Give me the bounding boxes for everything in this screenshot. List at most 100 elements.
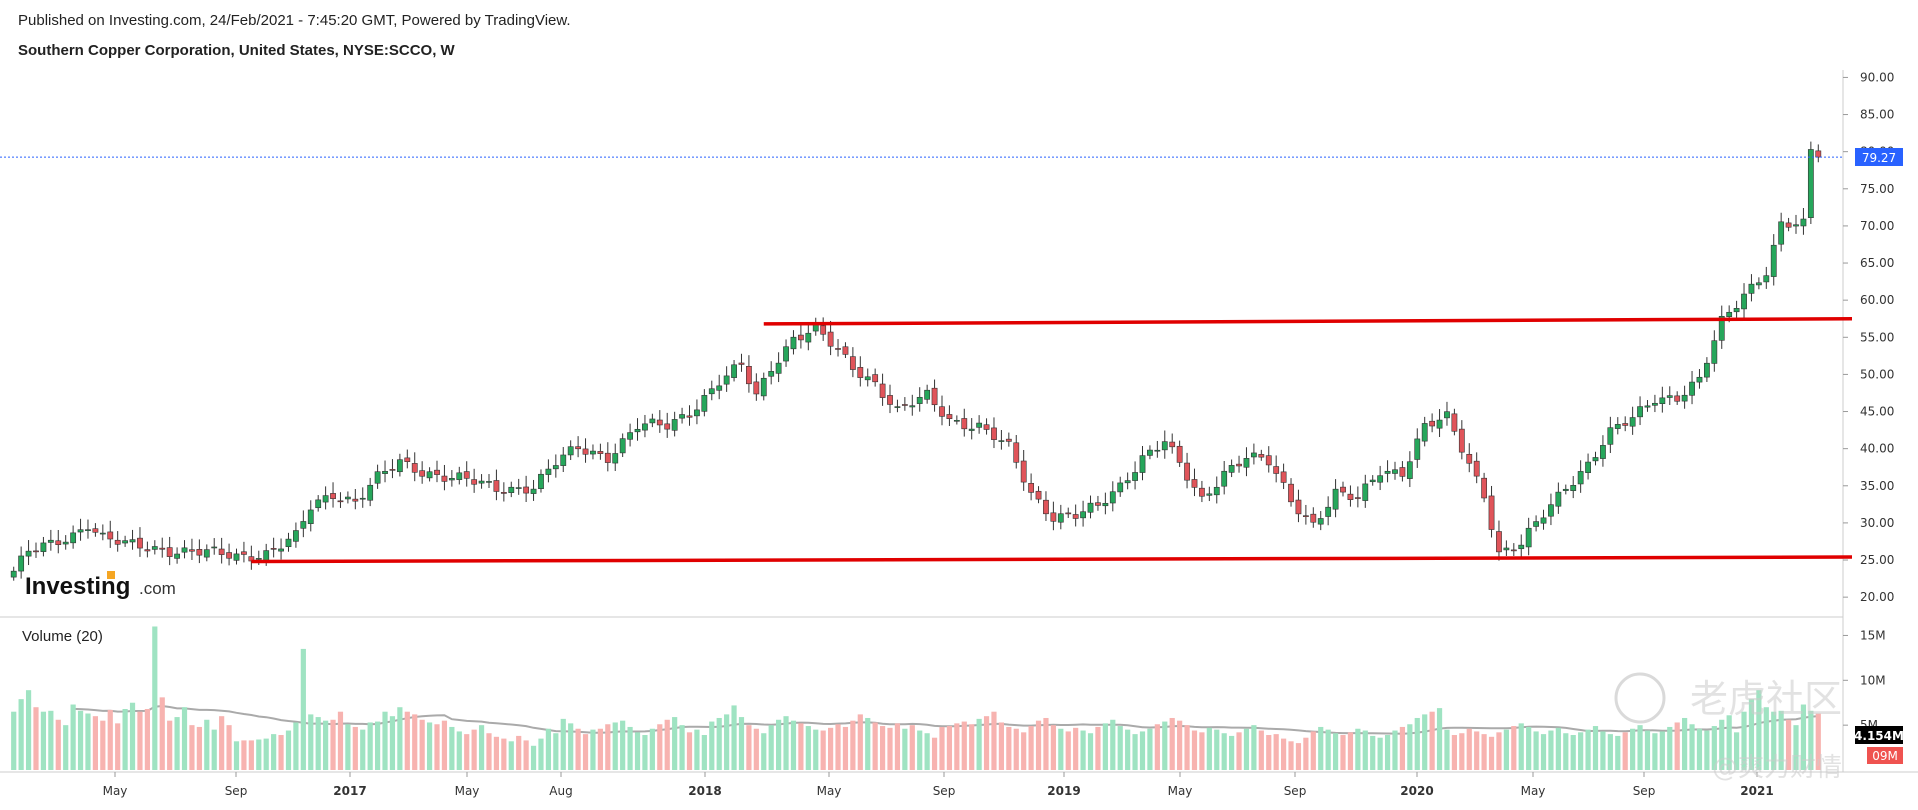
- candle-62: [471, 468, 478, 493]
- volume-bar-150: [1125, 729, 1131, 770]
- volume-bar-10: [85, 713, 91, 770]
- candle-221: [1652, 394, 1658, 413]
- volume-bar-172: [1288, 741, 1294, 770]
- volume-bar-149: [1117, 726, 1123, 770]
- volume-bar-4: [40, 711, 47, 770]
- volume-bar-89: [672, 717, 678, 770]
- time-tick-5: 2018: [688, 784, 721, 798]
- volume-bar-62: [471, 729, 477, 770]
- candle-152: [1139, 445, 1146, 481]
- candle-205: [1533, 515, 1539, 532]
- candle-158: [1184, 452, 1190, 489]
- volume-bar-126: [946, 726, 953, 770]
- volume-bar-200: [1496, 732, 1502, 770]
- volume-bar-112: [842, 726, 849, 770]
- volume-bar-39: [300, 648, 306, 770]
- price-tick-9: 45.00: [1860, 405, 1894, 419]
- time-tick-4: Aug: [549, 784, 572, 798]
- candle-32: [248, 545, 255, 570]
- volume-bar-227: [1696, 728, 1703, 770]
- candle-169: [1265, 446, 1272, 473]
- candle-218: [1629, 406, 1636, 435]
- candle-118: [887, 384, 893, 414]
- volume-bar-158: [1184, 725, 1190, 770]
- volume-bar-134: [1006, 726, 1012, 770]
- price-tick-0: 90.00: [1860, 70, 1894, 84]
- volume-bar-168: [1258, 730, 1264, 770]
- volume-bar-85: [642, 735, 648, 770]
- candle-61: [463, 461, 470, 487]
- volume-bar-188: [1407, 724, 1413, 770]
- candle-167: [1250, 443, 1257, 465]
- time-tick-3: May: [455, 784, 480, 798]
- candle-67: [508, 481, 515, 498]
- candle-87: [656, 410, 663, 433]
- volume-bar-220: [1644, 730, 1651, 770]
- volume-bar-50: [382, 711, 388, 770]
- candle-43: [330, 482, 336, 508]
- chart-title: Southern Copper Corporation, United Stat…: [18, 42, 455, 59]
- volume-bar-219: [1637, 725, 1643, 770]
- volume-bar-135: [1013, 728, 1019, 770]
- volume-bar-218: [1630, 728, 1636, 770]
- volume-bar-88: [664, 719, 670, 770]
- candle-192: [1436, 409, 1443, 438]
- volume-bar-242: [1808, 710, 1814, 770]
- candle-163: [1221, 460, 1228, 495]
- volume-bar-56: [426, 722, 433, 770]
- volume-bar-184: [1377, 737, 1383, 770]
- volume-bar-2: [25, 690, 32, 770]
- candle-58: [441, 464, 448, 491]
- volume-bar-20: [159, 697, 165, 770]
- candle-180: [1347, 485, 1354, 507]
- volume-bar-190: [1422, 714, 1428, 770]
- volume-bar-170: [1273, 734, 1279, 770]
- candle-161: [1206, 486, 1213, 502]
- candle-8: [70, 525, 77, 549]
- candle-168: [1258, 449, 1265, 461]
- candle-224: [1674, 391, 1681, 405]
- candle-136: [1020, 450, 1027, 491]
- candle-97: [731, 360, 737, 382]
- candle-35: [270, 537, 277, 558]
- volume-bar-157: [1177, 720, 1183, 770]
- volume-bar-60: [456, 731, 462, 770]
- candle-69: [523, 475, 530, 502]
- volume-bar-19: [152, 626, 158, 770]
- watermark: 老虎社区 @爽力财情: [1614, 672, 1842, 783]
- volume-bar-35: [271, 734, 277, 770]
- candle-91: [686, 405, 693, 426]
- candle-196: [1466, 443, 1473, 473]
- volume-bar-110: [827, 727, 834, 770]
- candle-177: [1325, 496, 1332, 526]
- volume-bar-166: [1243, 728, 1250, 770]
- hline-0: [763, 316, 1853, 326]
- watermark-text-1: 老虎社区: [1690, 677, 1842, 721]
- volume-bar-205: [1533, 731, 1539, 770]
- volume-bar-13: [107, 709, 113, 770]
- volume-bar-178: [1332, 733, 1339, 770]
- volume-bar-54: [412, 714, 418, 770]
- volume-bar-164: [1229, 735, 1235, 770]
- time-tick-12: May: [1521, 784, 1546, 798]
- volume-bar-23: [181, 707, 188, 770]
- candle-193: [1444, 401, 1450, 426]
- volume-bar-241: [1800, 704, 1807, 770]
- candle-197: [1473, 452, 1480, 484]
- candle-140: [1050, 501, 1057, 531]
- candle-144: [1080, 500, 1086, 527]
- volume-bar-229: [1711, 726, 1717, 770]
- candle-89: [671, 411, 678, 437]
- candle-108: [812, 317, 819, 336]
- candle-176: [1317, 511, 1324, 531]
- volume-bar-163: [1221, 733, 1227, 770]
- time-tick-6: May: [817, 784, 842, 798]
- volume-bar-197: [1474, 731, 1480, 770]
- candle-151: [1132, 461, 1138, 490]
- volume-bar-27: [211, 729, 217, 770]
- volume-bar-222: [1659, 731, 1665, 770]
- logo-suffix: .com: [139, 579, 176, 598]
- candle-112: [842, 342, 849, 359]
- volume-bar-102: [768, 725, 774, 770]
